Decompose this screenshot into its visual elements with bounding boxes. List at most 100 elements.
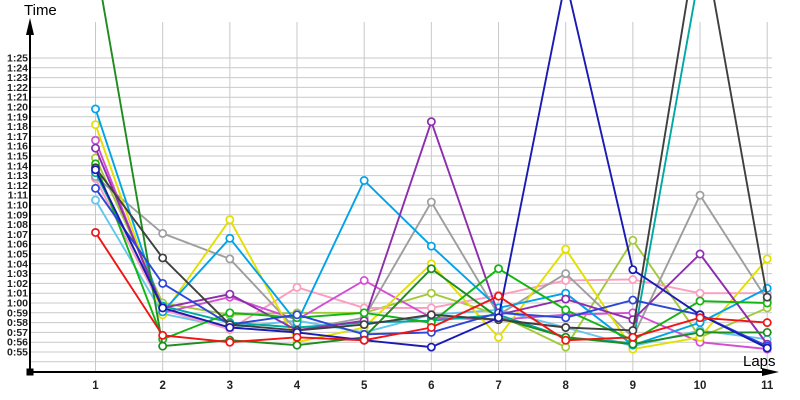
axis-origin-marker: [26, 368, 34, 376]
data-point-lime: [426, 288, 436, 298]
y-tick-label: 1:12: [7, 180, 28, 192]
y-tick-label: 1:21: [7, 92, 28, 104]
y-tick-label: 1:19: [7, 111, 28, 123]
y-tick-label: 1:11: [8, 190, 29, 202]
x-tick-label: 1: [92, 380, 99, 392]
x-tick-label: 9: [630, 380, 636, 392]
data-point-cyan: [426, 241, 436, 251]
y-tick-label: 1:04: [7, 258, 28, 270]
x-tick-label: 8: [562, 380, 569, 392]
data-point-purple: [561, 294, 571, 304]
data-point-navy: [426, 342, 436, 352]
y-tick-label: 1:03: [7, 268, 28, 280]
data-point-navy: [158, 303, 168, 313]
y-tick-label: 1:23: [7, 72, 28, 84]
x-tick-label: 7: [495, 380, 501, 392]
data-point-black: [426, 310, 436, 320]
data-point-red: [628, 332, 638, 342]
data-point-red: [158, 330, 168, 340]
data-point-gray: [426, 197, 436, 207]
data-point-black: [762, 292, 772, 302]
data-point-blue: [292, 310, 302, 320]
x-tick-label: 2: [159, 380, 165, 392]
y-tick-label: 1:01: [7, 288, 28, 300]
data-point-gray: [225, 254, 235, 264]
data-point-red: [225, 337, 235, 347]
data-point-forest-green: [426, 264, 436, 274]
y-axis-title: Time: [24, 2, 57, 19]
data-point-gray: [561, 269, 571, 279]
x-tick-label: 4: [294, 380, 301, 392]
data-point-blue: [91, 183, 100, 193]
y-tick-label: 1:15: [7, 151, 28, 163]
data-point-red: [762, 318, 772, 328]
data-point-lime: [628, 235, 638, 245]
y-tick-label: 1:06: [7, 239, 28, 251]
y-tick-label: 1:18: [7, 121, 28, 133]
y-tick-label: 1:20: [7, 102, 28, 114]
data-point-yellow: [225, 215, 235, 225]
data-point-navy: [762, 343, 772, 353]
data-point-forest-green: [292, 340, 302, 350]
y-tick-label: 0:56: [7, 337, 28, 349]
data-point-forest-green: [695, 327, 705, 337]
data-point-blue: [561, 313, 571, 323]
x-tick-label: 3: [227, 380, 233, 392]
data-point-pink: [628, 275, 638, 284]
data-point-black: [359, 320, 369, 330]
data-point-black: [561, 323, 571, 332]
y-tick-label: 1:25: [7, 53, 28, 65]
data-point-red: [426, 323, 436, 332]
data-point-black: [158, 253, 168, 263]
y-tick-label: 1:05: [7, 249, 28, 261]
y-tick-label: 0:55: [7, 347, 28, 359]
data-point-cyan: [225, 233, 235, 243]
data-point-forest-green: [762, 327, 772, 337]
data-point-red: [359, 335, 369, 345]
data-point-navy: [91, 165, 100, 175]
data-point-blue: [628, 295, 638, 305]
x-tick-label: 6: [428, 380, 434, 392]
data-point-purple: [225, 289, 235, 299]
x-tick-label: 5: [361, 380, 368, 392]
data-point-purple: [695, 249, 705, 259]
y-tick-label: 0:58: [7, 317, 28, 329]
data-point-gray: [695, 190, 705, 200]
y-tick-label: 1:08: [7, 219, 28, 231]
x-tick-label: 11: [761, 380, 774, 392]
data-point-red: [292, 332, 302, 342]
data-point-red: [494, 291, 503, 301]
data-point-yellow: [561, 244, 571, 254]
data-point-bright-green: [695, 296, 705, 306]
x-axis-title: Laps: [743, 353, 776, 370]
y-tick-label: 1:07: [7, 229, 28, 241]
data-point-navy: [225, 323, 235, 332]
y-tick-label: 0:59: [7, 307, 28, 319]
data-point-bright-green: [561, 305, 571, 315]
y-tick-label: 0:57: [7, 327, 28, 339]
y-tick-label: 1:10: [7, 200, 28, 212]
data-point-pink: [292, 282, 302, 292]
y-axis-arrow-icon: [26, 18, 34, 35]
y-tick-label: 1:17: [7, 131, 28, 143]
y-tick-label: 1:16: [7, 141, 28, 153]
data-point-yellow: [91, 120, 100, 130]
data-point-blue: [158, 278, 168, 288]
data-point-navy: [628, 265, 638, 275]
y-tick-label: 1:24: [7, 62, 28, 74]
data-point-cyan: [91, 104, 100, 114]
data-point-red: [561, 335, 571, 345]
y-tick-label: 1:00: [7, 298, 28, 310]
data-point-cyan: [359, 176, 369, 185]
y-tick-label: 1:14: [7, 160, 28, 172]
data-point-yellow: [494, 332, 503, 342]
x-axis-arrow-icon: [762, 368, 779, 376]
y-tick-label: 1:09: [7, 209, 28, 221]
data-point-purple: [426, 117, 436, 127]
data-point-magenta: [91, 135, 100, 145]
data-point-bright-green: [359, 308, 369, 318]
data-point-navy: [494, 313, 503, 323]
data-point-bright-green: [225, 308, 235, 318]
data-point-forest-green: [158, 341, 168, 351]
